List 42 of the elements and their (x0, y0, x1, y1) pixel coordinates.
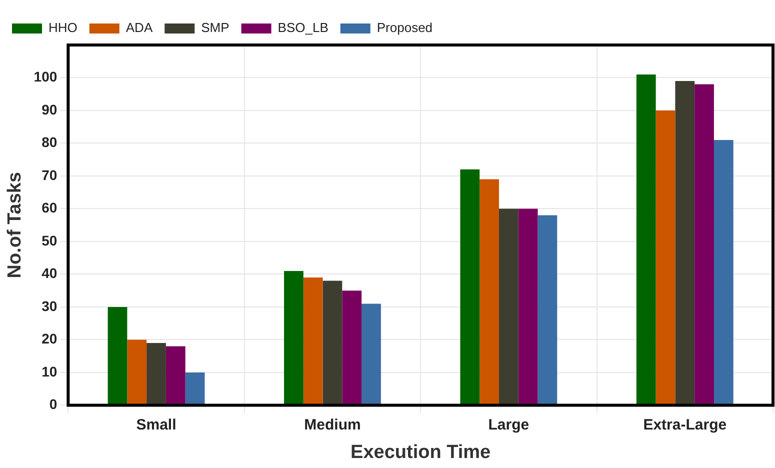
y-tick-label: 50 (42, 232, 58, 248)
x-tick-label: Large (488, 416, 530, 434)
legend-label: BSO_LB (278, 20, 328, 36)
bar (303, 277, 323, 405)
bar (714, 140, 734, 405)
y-axis-title: No.of Tasks (4, 172, 26, 278)
x-axis-title: Execution Time (350, 442, 491, 463)
bar (460, 169, 480, 405)
bar (362, 304, 381, 405)
y-tick-label: 80 (42, 134, 58, 150)
y-tick-label: 20 (42, 330, 58, 347)
x-tick-label: Small (136, 416, 176, 434)
legend-label: Proposed (376, 20, 433, 36)
legend-label: HHO (48, 20, 78, 36)
bar (636, 74, 656, 405)
bar (694, 84, 714, 405)
bar (322, 280, 342, 405)
bar (342, 290, 362, 405)
y-tick-label: 60 (42, 200, 58, 216)
bar (518, 208, 538, 405)
y-tick-label: 10 (42, 363, 58, 380)
bar (498, 208, 518, 405)
y-tick-label: 30 (42, 298, 58, 314)
x-tick-label: Extra-Large (643, 416, 727, 434)
bar (166, 346, 186, 405)
bar (108, 306, 128, 405)
y-tick-label: 90 (42, 101, 58, 118)
bar (127, 340, 147, 405)
bar (675, 81, 695, 405)
y-tick-label: 40 (42, 265, 58, 282)
bar (185, 372, 205, 405)
bar (480, 179, 499, 405)
bar (146, 342, 166, 405)
y-tick-label: 0 (49, 396, 58, 412)
y-tick-label: 100 (34, 68, 58, 85)
legend-label: SMP (201, 20, 230, 36)
bar (656, 110, 676, 405)
bar (538, 215, 558, 405)
legend-label: ADA (126, 20, 153, 36)
bar (284, 270, 304, 405)
x-tick-label: Medium (304, 416, 361, 434)
y-tick-label: 70 (42, 166, 58, 183)
